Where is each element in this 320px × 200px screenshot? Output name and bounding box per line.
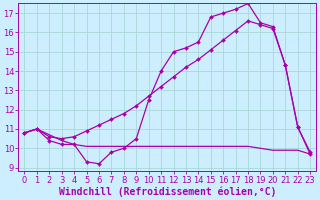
X-axis label: Windchill (Refroidissement éolien,°C): Windchill (Refroidissement éolien,°C) bbox=[59, 186, 276, 197]
